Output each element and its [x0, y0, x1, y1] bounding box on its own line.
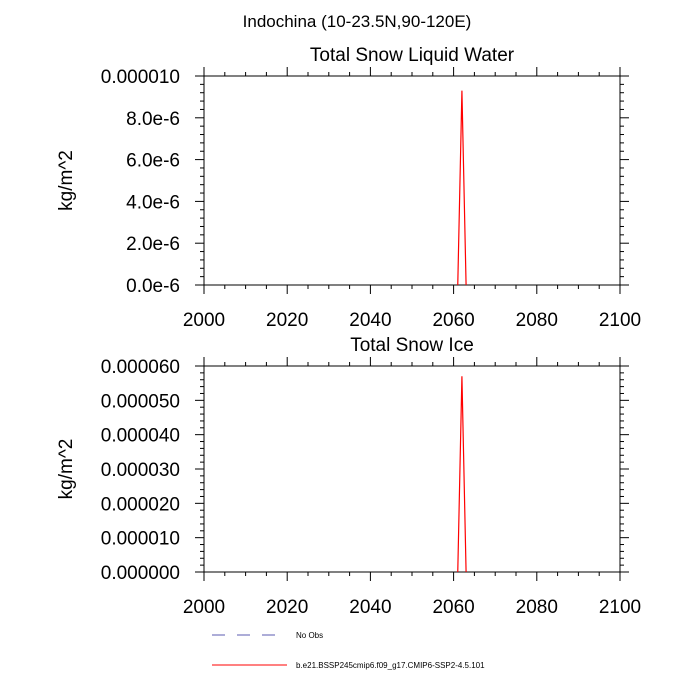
y-tick-label: 0.000010 [101, 529, 180, 550]
legend-label-no-obs: No Obs [296, 631, 323, 640]
y-tick-label: 6.0e-6 [126, 151, 180, 172]
x-tick-label: 2000 [183, 310, 225, 331]
x-tick-label: 2040 [349, 310, 391, 331]
y-tick-label: 0.000030 [101, 460, 180, 481]
y-tick-label: 0.0e-6 [126, 276, 180, 297]
series-line [457, 90, 467, 286]
x-tick-label: 2080 [516, 310, 558, 331]
x-tick-label: 2020 [266, 310, 308, 331]
y-tick-label: 4.0e-6 [126, 192, 180, 213]
x-tick-label: 2000 [183, 597, 225, 618]
plot-frame [203, 365, 621, 573]
x-tick-label: 2060 [432, 597, 474, 618]
plot-frame [203, 75, 621, 286]
series-line [457, 376, 467, 573]
y-axis-label: kg/m^2 [56, 150, 77, 211]
y-tick-label: 0.000040 [101, 426, 180, 447]
y-axis-label: kg/m^2 [56, 439, 77, 500]
y-tick-label: 0.000060 [101, 357, 180, 378]
chart-title: Total Snow Ice [350, 335, 474, 356]
y-tick-label: 0.000050 [101, 391, 180, 412]
legend-label-model: b.e21.BSSP245cmip6.f09_g17.CMIP6-SSP2-4.… [296, 661, 485, 670]
chart-panel-snow-ice: 2000 2020 2040 2060 2080 2100 0.000000 0.000010… [56, 335, 641, 618]
y-tick-label: 8.0e-6 [126, 109, 180, 130]
x-tick-label: 2100 [599, 310, 641, 331]
x-tick-label: 2020 [266, 597, 308, 618]
legend: No Obs b.e21.BSSP245cmip6.f09_g17.CMIP6-… [212, 631, 485, 670]
page-title: Indochina (10-23.5N,90-120E) [243, 12, 472, 31]
y-tick-label: 2.0e-6 [126, 234, 180, 255]
chart-title: Total Snow Liquid Water [310, 45, 515, 66]
chart-panel-snow-liquid-water: 2000 2020 2040 2060 2080 2100 0.0e-6 2.0e-6 4.0e… [56, 45, 641, 331]
y-tick-label: 0.000010 [101, 67, 180, 88]
x-tick-label: 2080 [516, 597, 558, 618]
y-tick-label: 0.000000 [101, 563, 180, 584]
x-tick-label: 2060 [432, 310, 474, 331]
y-tick-label: 0.000020 [101, 494, 180, 515]
x-tick-label: 2100 [599, 597, 641, 618]
x-tick-label: 2040 [349, 597, 391, 618]
